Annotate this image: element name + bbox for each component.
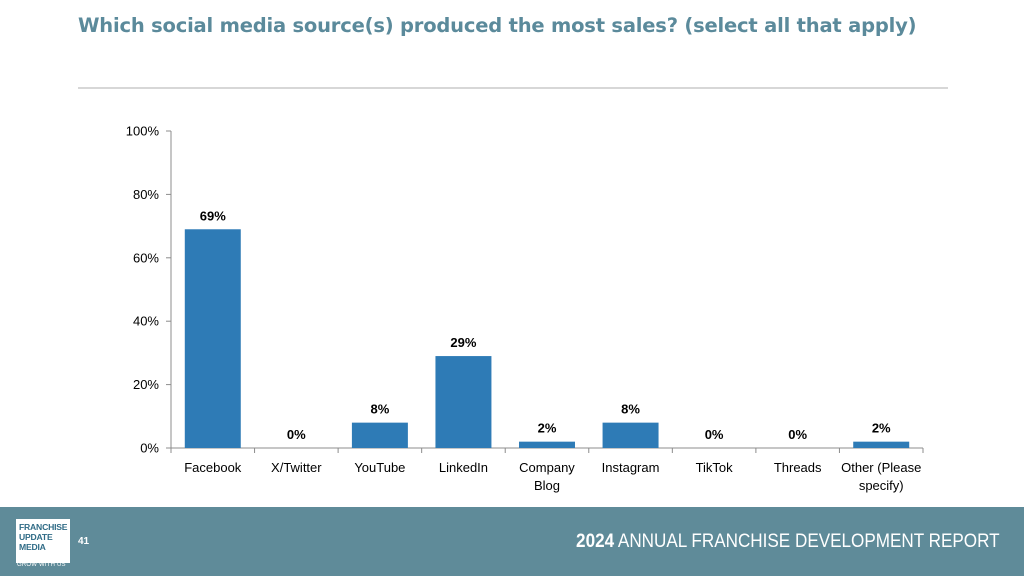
chart-labels: 0% 20% 40% 60% 80% 100% 69% Facebook 0% X/Twitter… [126,124,922,494]
report-title-text: ANNUAL FRANCHISE DEVELOPMENT REPORT [618,531,1000,552]
data-label: 0% [788,427,807,442]
x-tick-label: YouTube [354,460,405,475]
bar [351,422,408,448]
logo-line-1: FRANCHISE [19,522,68,532]
report-year: 2024 [576,531,615,552]
x-tick-label: Instagram [602,460,660,475]
x-tick-label: LinkedIn [439,460,488,475]
slide-title: Which social media source(s) produced th… [78,14,917,37]
page-number: 41 [78,536,90,547]
data-label: 69% [200,208,226,223]
data-label: 29% [450,335,476,350]
x-tick-label: Facebook [184,460,242,475]
data-label: 0% [705,427,724,442]
chart-bars [184,229,910,448]
x-tick-label: Other (Please [841,460,921,475]
bar [519,441,575,448]
logo-tagline: GROW WITH US [17,562,66,568]
y-tick-label: 100% [126,124,160,139]
y-tick-label: 0% [140,441,159,456]
footer-bar [0,507,1024,576]
y-tick-label: 20% [133,377,159,392]
franchise-update-media-logo: FRANCHISE UPDATE MEDIA [16,519,70,563]
bar [435,356,492,448]
x-tick-label: TikTok [696,460,734,475]
bar [853,441,910,448]
y-tick-label: 60% [133,250,159,265]
logo-line-3: MEDIA [19,542,46,552]
data-label: 2% [538,421,557,436]
x-tick-label: specify) [859,478,904,493]
x-tick-label: Threads [774,460,822,475]
logo-line-2: UPDATE [19,532,53,542]
chart-axes [166,130,924,453]
title-divider [78,87,948,89]
bar-chart: 0% 20% 40% 60% 80% 100% 69% Facebook 0% X/Twitter… [126,124,924,494]
data-label: 8% [621,402,640,417]
data-label: 0% [287,427,306,442]
bar [602,422,659,448]
y-tick-label: 80% [133,187,159,202]
y-tick-label: 40% [133,314,159,329]
data-label: 8% [370,402,389,417]
bar [184,229,241,448]
report-title: 2024 ANNUAL FRANCHISE DEVELOPMENT REPORT [576,531,1000,553]
x-tick-label: X/Twitter [271,460,322,475]
x-tick-label: Company [519,460,575,475]
data-label: 2% [872,421,891,436]
x-tick-label: Blog [534,478,560,493]
